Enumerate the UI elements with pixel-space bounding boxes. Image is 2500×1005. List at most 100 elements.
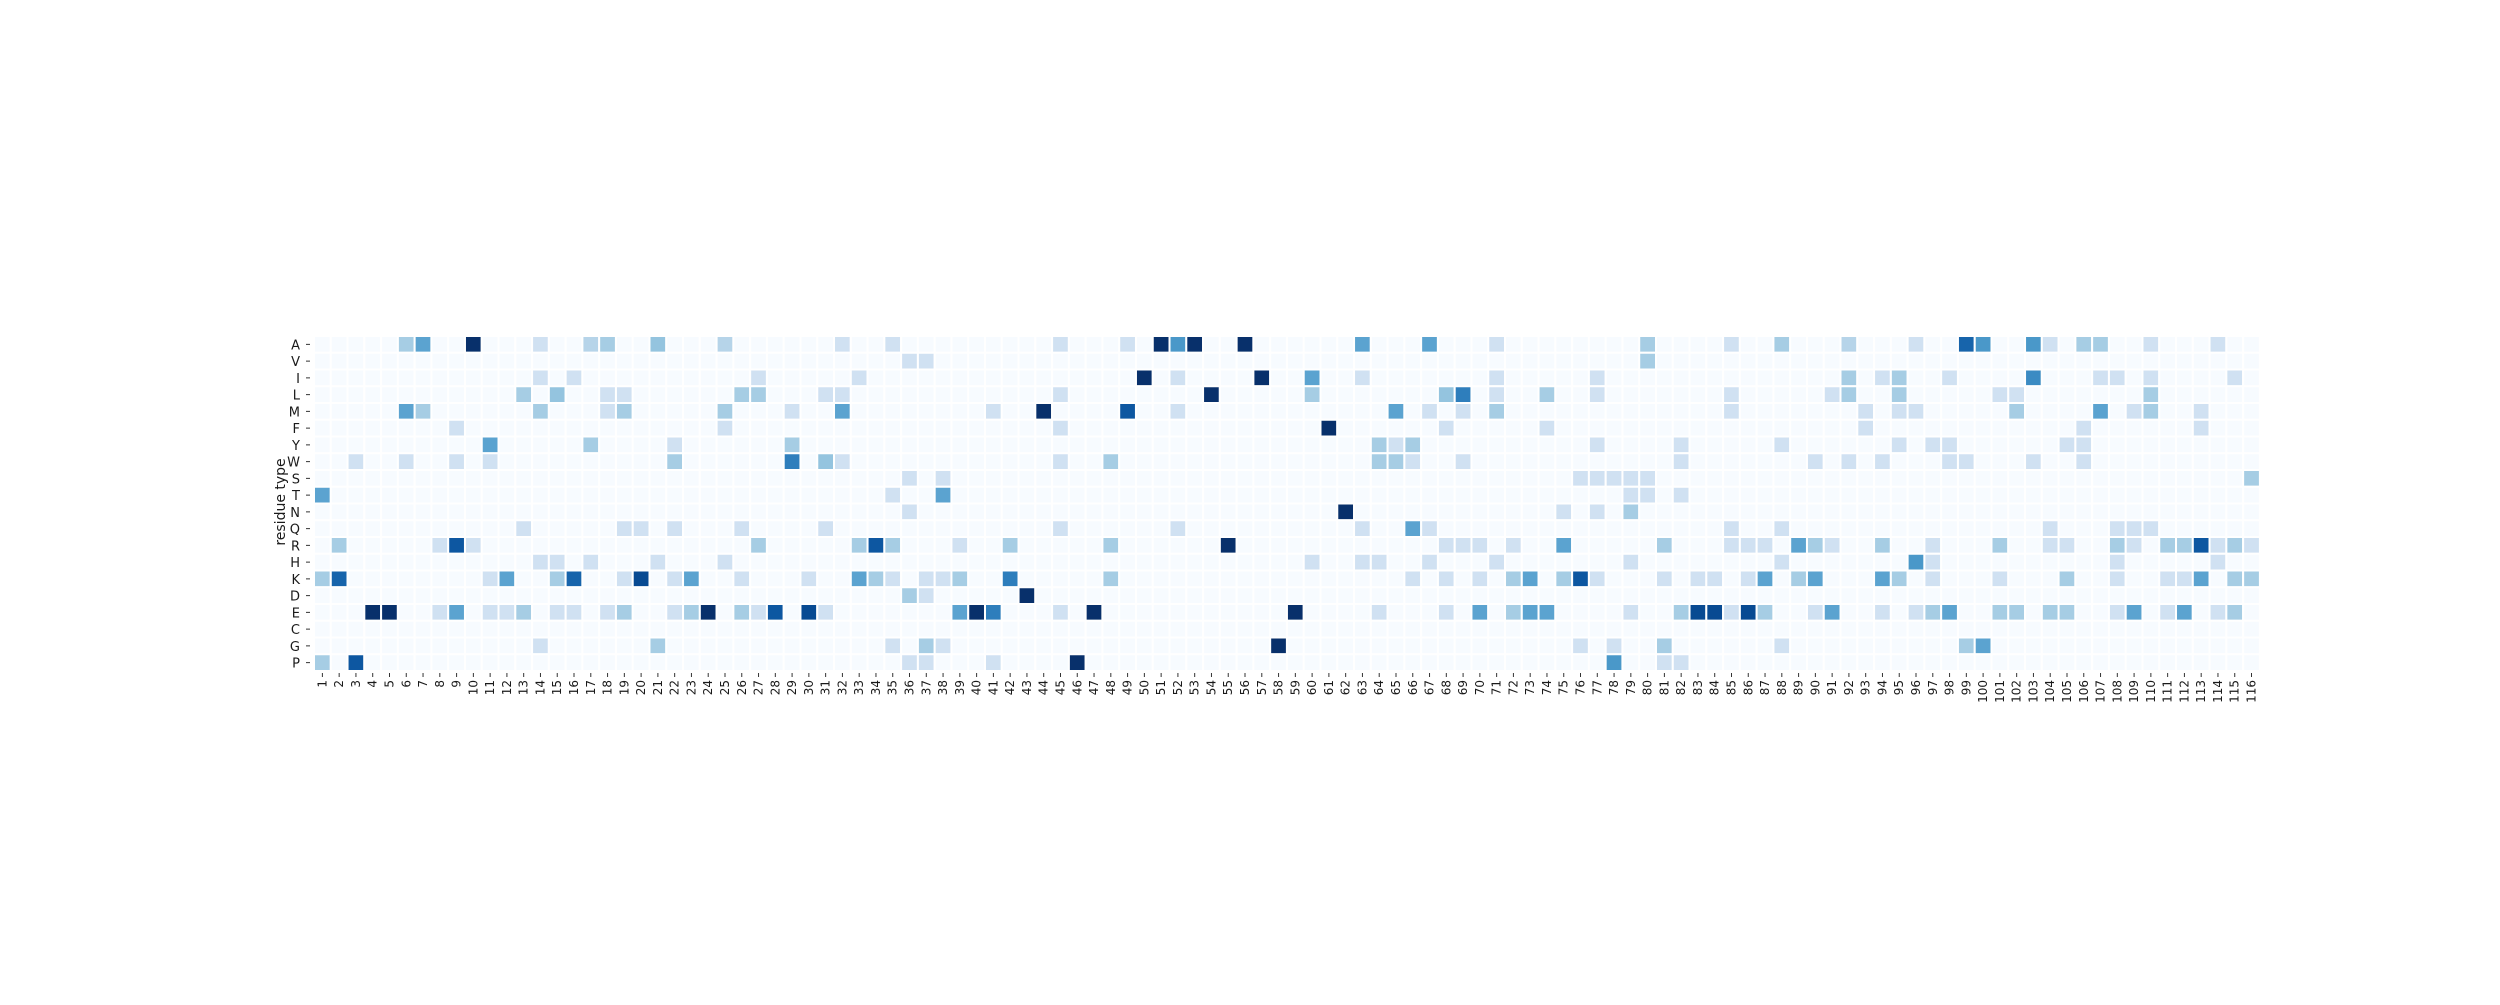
- heatmap-cell: [1218, 435, 1238, 455]
- heatmap-cell: [2191, 653, 2211, 672]
- heatmap-cell: [1839, 502, 1859, 522]
- heatmap-cell: [447, 435, 466, 455]
- heatmap-cell: [1017, 653, 1037, 672]
- heatmap-cell: [413, 351, 433, 371]
- heatmap-cell: [1151, 502, 1171, 522]
- heatmap-cell: [313, 603, 332, 622]
- heatmap-cell: [1151, 418, 1171, 438]
- heatmap-cell: [380, 552, 399, 572]
- heatmap-cell: [1067, 368, 1087, 388]
- heatmap-cell: [1587, 502, 1607, 522]
- heatmap-cell: [1151, 402, 1171, 421]
- heatmap-cell: [1722, 418, 1741, 438]
- heatmap-cell: [1051, 485, 1070, 505]
- heatmap-cell: [581, 586, 601, 605]
- heatmap-cell: [1269, 335, 1288, 354]
- heatmap-cell: [2124, 636, 2144, 656]
- heatmap-cell: [1051, 603, 1070, 622]
- heatmap-cell: [1101, 402, 1121, 421]
- heatmap-cell: [346, 418, 366, 438]
- heatmap-cell: [1101, 385, 1121, 404]
- heatmap-cell: [1906, 636, 1926, 656]
- heatmap-cell: [1386, 502, 1406, 522]
- heatmap-cell: [1705, 435, 1725, 455]
- heatmap-cell: [1504, 485, 1523, 505]
- heatmap-cell: [2057, 653, 2077, 672]
- heatmap-cell: [782, 536, 802, 555]
- heatmap-cell: [631, 653, 651, 672]
- heatmap-cell: [1587, 351, 1607, 371]
- heatmap-cell: [581, 385, 601, 404]
- heatmap-cell: [1822, 469, 1842, 488]
- heatmap-cell: [1269, 485, 1288, 505]
- heatmap-cell: [514, 619, 534, 639]
- heatmap-cell: [1604, 452, 1624, 471]
- heatmap-cell: [1655, 485, 1674, 505]
- heatmap-cell: [900, 368, 919, 388]
- heatmap-cell: [1420, 536, 1439, 555]
- heatmap-cell: [2024, 452, 2043, 471]
- heatmap-cell: [933, 402, 953, 421]
- heatmap-cell: [1889, 619, 1909, 639]
- heatmap-cell: [1386, 619, 1406, 639]
- heatmap-cell: [631, 335, 651, 354]
- heatmap-cell: [1604, 385, 1624, 404]
- heatmap-cell: [447, 351, 466, 371]
- heatmap-cell: [2242, 569, 2261, 589]
- heatmap-cell: [749, 653, 768, 672]
- heatmap-cell: [2208, 502, 2228, 522]
- heatmap-cell: [2225, 619, 2245, 639]
- heatmap-cell: [1571, 351, 1590, 371]
- heatmap-cell: [1587, 385, 1607, 404]
- heatmap-cell: [1000, 502, 1020, 522]
- heatmap-cell: [648, 502, 668, 522]
- heatmap-cell: [1453, 636, 1473, 656]
- heatmap-cell: [2124, 603, 2144, 622]
- heatmap-cell: [799, 636, 819, 656]
- heatmap-cell: [2158, 385, 2178, 404]
- heatmap-cell: [1889, 653, 1909, 672]
- heatmap-cell: [1956, 418, 1976, 438]
- heatmap-cell: [1722, 368, 1741, 388]
- heatmap-cell: [1805, 636, 1825, 656]
- heatmap-cell: [1269, 536, 1288, 555]
- heatmap-cell: [1621, 402, 1641, 421]
- heatmap-cell: [447, 636, 466, 656]
- heatmap-cell: [1873, 636, 1892, 656]
- heatmap-cell: [2208, 569, 2228, 589]
- heatmap-cell: [447, 402, 466, 421]
- heatmap-cell: [1403, 552, 1423, 572]
- heatmap-cell: [1218, 418, 1238, 438]
- heatmap-cell: [631, 519, 651, 538]
- heatmap-cell: [564, 519, 584, 538]
- heatmap-cell: [1000, 485, 1020, 505]
- heatmap-cell: [1923, 603, 1943, 622]
- x-tick-label: 5: [382, 680, 396, 688]
- heatmap-cell: [1940, 619, 1959, 639]
- heatmap-cell: [396, 519, 416, 538]
- heatmap-cell: [1889, 351, 1909, 371]
- heatmap-cell: [816, 469, 836, 488]
- heatmap-cell: [598, 536, 617, 555]
- heatmap-cell: [2107, 452, 2127, 471]
- heatmap-cell: [396, 619, 416, 639]
- heatmap-cell: [1722, 519, 1741, 538]
- heatmap-cell: [514, 519, 534, 538]
- heatmap-cell: [363, 619, 383, 639]
- heatmap-cell: [1134, 519, 1154, 538]
- heatmap-cell: [950, 502, 970, 522]
- heatmap-cell: [1738, 603, 1758, 622]
- heatmap-cell: [2191, 435, 2211, 455]
- heatmap-cell: [1067, 619, 1087, 639]
- heatmap-cell: [833, 653, 852, 672]
- heatmap-cell: [2141, 435, 2161, 455]
- heatmap-cell: [765, 335, 785, 354]
- heatmap-cell: [2074, 435, 2094, 455]
- heatmap-cell: [480, 619, 500, 639]
- heatmap-cell: [1587, 653, 1607, 672]
- heatmap-cell: [1487, 603, 1507, 622]
- heatmap-cell: [1369, 485, 1389, 505]
- heatmap-cell: [849, 653, 869, 672]
- heatmap-cell: [715, 586, 735, 605]
- heatmap-cell: [1084, 619, 1104, 639]
